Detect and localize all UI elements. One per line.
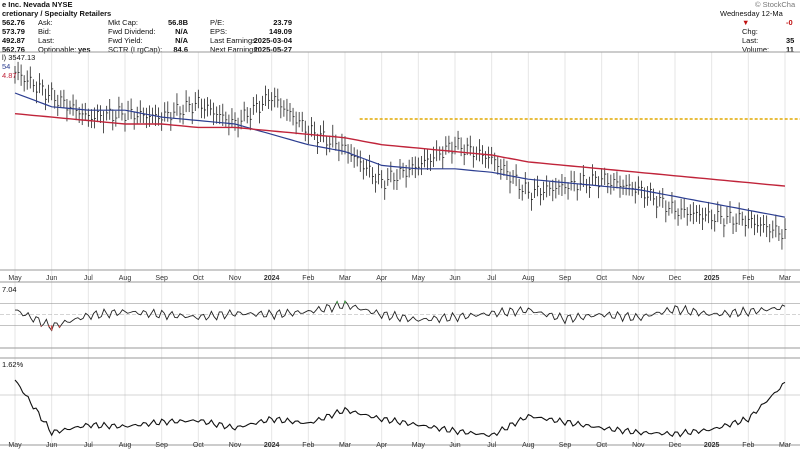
x-tick-label-20: Feb	[742, 275, 754, 282]
bid-label: Bid:	[38, 27, 51, 36]
x-tick-label-lower-21: Mar	[779, 442, 792, 449]
relative-strength-panel	[0, 379, 800, 438]
mkt-cap-label: Mkt Cap:	[108, 18, 139, 27]
quote-date: Wednesday 12-Ma	[720, 9, 783, 18]
overlay-legend-ma50: 54	[2, 62, 11, 71]
x-tick-label-12: Jun	[449, 275, 460, 282]
x-tick-label-lower-4: Sep	[155, 442, 168, 449]
chart-grid	[0, 51, 800, 446]
open-value: 562.76	[2, 18, 25, 27]
sctr-value: 84.6	[173, 45, 188, 54]
relative-strength-legend: 1.62%	[2, 360, 24, 369]
relative-strength-line	[14, 379, 786, 438]
x-tick-label-19: 2025	[704, 275, 720, 282]
fwd-yield-label: Fwd Yield:	[108, 36, 143, 45]
high-value: 573.79	[2, 27, 25, 36]
x-tick-label-lower-10: Apr	[376, 442, 388, 449]
brand-logo: © StockCha	[755, 0, 796, 9]
x-tick-label-lower-1: Jun	[46, 442, 57, 449]
x-tick-label-lower-9: Mar	[339, 442, 352, 449]
chg-label: Chg:	[742, 27, 758, 36]
mkt-cap-value: 56.8B	[167, 18, 188, 27]
pe-value: 23.79	[273, 18, 292, 27]
x-axis-upper: May Jun Jul Aug Sep Oct Nov 2024 Feb Mar Apr May Jun…	[8, 275, 791, 282]
change-value: -0	[786, 18, 793, 27]
price-panel	[14, 61, 800, 250]
ask-label: Ask:	[38, 18, 53, 27]
x-tick-label-10: Apr	[376, 275, 388, 282]
x-tick-label-2: Jul	[84, 275, 93, 282]
x-tick-label-lower-5: Oct	[193, 442, 204, 449]
last-price-value: 35	[786, 36, 795, 45]
x-tick-label-4: Sep	[155, 275, 168, 282]
x-tick-label-15: Sep	[559, 275, 572, 282]
x-tick-label-lower-6: Nov	[229, 442, 242, 449]
x-tick-label-8: Feb	[302, 275, 314, 282]
volume-label: Volume:	[742, 45, 770, 54]
x-tick-label-11: May	[412, 275, 426, 282]
x-tick-label-0: May	[8, 275, 22, 282]
last-earnings-label: Last Earnings:	[210, 36, 258, 45]
last-label: Last:	[38, 36, 55, 45]
optionable-label: Optionable:	[38, 45, 77, 54]
last-earnings-value: 2025-03-04	[253, 36, 292, 45]
x-tick-label-lower-14: Aug	[522, 442, 535, 449]
overlay-legend-price: l) 3547.13	[2, 53, 36, 62]
low-value: 492.87	[2, 36, 25, 45]
sctr-label: SCTR (LrgCap):	[108, 45, 163, 54]
x-tick-label-21: Mar	[779, 275, 792, 282]
x-tick-label-lower-2: Jul	[84, 442, 93, 449]
fwd-dividend-label: Fwd Dividend:	[108, 27, 156, 36]
overlay-legend-ma200: 4.87	[2, 71, 17, 80]
eps-value: 149.09	[269, 27, 292, 36]
x-tick-label-14: Aug	[522, 275, 535, 282]
x-tick-label-6: Nov	[229, 275, 242, 282]
x-tick-label-lower-13: Jul	[487, 442, 496, 449]
x-tick-label-16: Oct	[596, 275, 607, 282]
x-tick-label-9: Mar	[339, 275, 352, 282]
oscillator-legend: 7.04	[2, 285, 17, 294]
company-name: e Inc. Nevada NYSE	[2, 0, 73, 9]
close-value: 562.76	[2, 45, 25, 54]
eps-label: EPS:	[210, 27, 228, 36]
x-tick-label-lower-7: 2024	[264, 442, 280, 449]
x-tick-label-1: Jun	[46, 275, 57, 282]
ma200-line	[14, 113, 786, 187]
x-tick-label-lower-11: May	[412, 442, 426, 449]
x-tick-label-lower-17: Nov	[632, 442, 645, 449]
ma50-line	[14, 92, 786, 218]
x-tick-label-lower-15: Sep	[559, 442, 572, 449]
sector: cretionary / Specialty Retailers	[2, 9, 112, 18]
oscillator-line	[15, 300, 786, 332]
x-tick-label-lower-8: Feb	[302, 442, 314, 449]
x-tick-label-lower-12: Jun	[449, 442, 460, 449]
x-tick-label-17: Nov	[632, 275, 645, 282]
quote-header: e Inc. Nevada NYSE cretionary / Specialt…	[0, 0, 800, 54]
volume-value: 11	[786, 45, 794, 54]
x-axis-lower: May Jun Jul Aug Sep Oct Nov 2024 Feb Mar Apr May Jun…	[8, 442, 791, 449]
next-earnings-label: Next Earnings:	[210, 45, 260, 54]
x-tick-label-13: Jul	[487, 275, 496, 282]
down-arrow-icon: ▼	[742, 18, 750, 27]
x-tick-label-lower-3: Aug	[119, 442, 132, 449]
pe-label: P/E:	[210, 18, 225, 27]
x-tick-label-lower-0: May	[8, 442, 22, 449]
x-tick-label-7: 2024	[264, 275, 280, 282]
x-tick-label-5: Oct	[193, 275, 204, 282]
x-tick-label-lower-20: Feb	[742, 442, 754, 449]
next-earnings-value: 2025-05-27	[253, 45, 292, 54]
x-tick-label-lower-18: Dec	[669, 442, 682, 449]
x-tick-label-lower-16: Oct	[596, 442, 607, 449]
oscillator-panel	[0, 300, 800, 332]
x-tick-label-lower-19: 2025	[704, 442, 720, 449]
optionable-value: yes	[78, 45, 91, 54]
fwd-dividend-value: N/A	[175, 27, 188, 36]
fwd-yield-value: N/A	[175, 36, 188, 45]
last-price-label: Last:	[742, 36, 759, 45]
x-tick-label-3: Aug	[119, 275, 132, 282]
x-tick-label-18: Dec	[669, 275, 682, 282]
